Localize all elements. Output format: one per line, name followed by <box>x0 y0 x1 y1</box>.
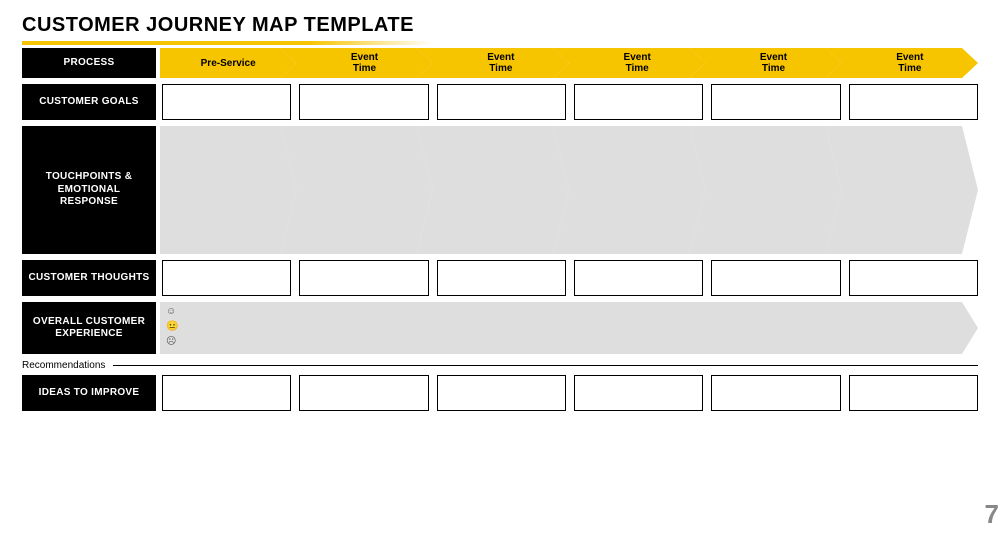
row-label-experience: OVERALL CUSTOMER EXPERIENCE <box>22 302 156 354</box>
journey-grid: PROCESS Pre-ServiceEvent TimeEvent TimeE… <box>22 48 978 417</box>
touchpoint-phases <box>160 126 978 254</box>
phase-label: Event Time <box>842 48 978 78</box>
empty-cell <box>574 375 703 411</box>
phase-label: Pre-Service <box>160 48 296 78</box>
goals-cells <box>162 84 978 120</box>
row-label-ideas: IDEAS TO IMPROVE <box>22 375 156 411</box>
smiley-sad-icon: ☹ <box>166 336 178 347</box>
empty-cell <box>162 260 291 296</box>
page-title: CUSTOMER JOURNEY MAP TEMPLATE <box>0 0 1000 41</box>
empty-cell <box>299 260 428 296</box>
empty-cell <box>711 260 840 296</box>
row-label-touchpoints: TOUCHPOINTS & EMOTIONAL RESPONSE <box>22 126 156 254</box>
row-thoughts: CUSTOMER THOUGHTS <box>22 260 978 296</box>
title-underline <box>22 41 432 45</box>
recommendations-label: Recommendations <box>22 360 105 371</box>
process-phases: Pre-ServiceEvent TimeEvent TimeEvent Tim… <box>160 48 978 78</box>
empty-cell <box>849 375 978 411</box>
empty-cell <box>437 375 566 411</box>
row-label-thoughts: CUSTOMER THOUGHTS <box>22 260 156 296</box>
smiley-happy-icon: ☺ <box>166 306 178 317</box>
empty-cell <box>849 84 978 120</box>
divider-line <box>113 365 978 366</box>
empty-cell <box>299 375 428 411</box>
empty-cell <box>299 84 428 120</box>
phase-label: Event Time <box>296 48 432 78</box>
phase-label: Event Time <box>569 48 705 78</box>
empty-cell <box>437 260 566 296</box>
thoughts-cells <box>162 260 978 296</box>
row-ideas: IDEAS TO IMPROVE <box>22 375 978 411</box>
empty-cell <box>162 84 291 120</box>
empty-cell <box>574 84 703 120</box>
recommendations-divider: Recommendations <box>22 360 978 371</box>
experience-bar: ☺ 😐 ☹ <box>160 302 978 354</box>
phase-label: Event Time <box>705 48 841 78</box>
ideas-cells <box>162 375 978 411</box>
empty-cell <box>711 375 840 411</box>
empty-cell <box>849 260 978 296</box>
empty-cell <box>437 84 566 120</box>
row-experience: OVERALL CUSTOMER EXPERIENCE ☺ 😐 ☹ <box>22 302 978 354</box>
row-label-goals: CUSTOMER GOALS <box>22 84 156 120</box>
page-number: 7 <box>985 499 1000 530</box>
row-label-process: PROCESS <box>22 48 156 78</box>
smiley-neutral-icon: 😐 <box>166 321 178 332</box>
empty-cell <box>162 375 291 411</box>
row-process: PROCESS Pre-ServiceEvent TimeEvent TimeE… <box>22 48 978 78</box>
smiley-legend: ☺ 😐 ☹ <box>166 306 178 347</box>
phase-label: Event Time <box>433 48 569 78</box>
row-touchpoints: TOUCHPOINTS & EMOTIONAL RESPONSE <box>22 126 978 254</box>
empty-cell <box>574 260 703 296</box>
empty-cell <box>711 84 840 120</box>
row-goals: CUSTOMER GOALS <box>22 84 978 120</box>
